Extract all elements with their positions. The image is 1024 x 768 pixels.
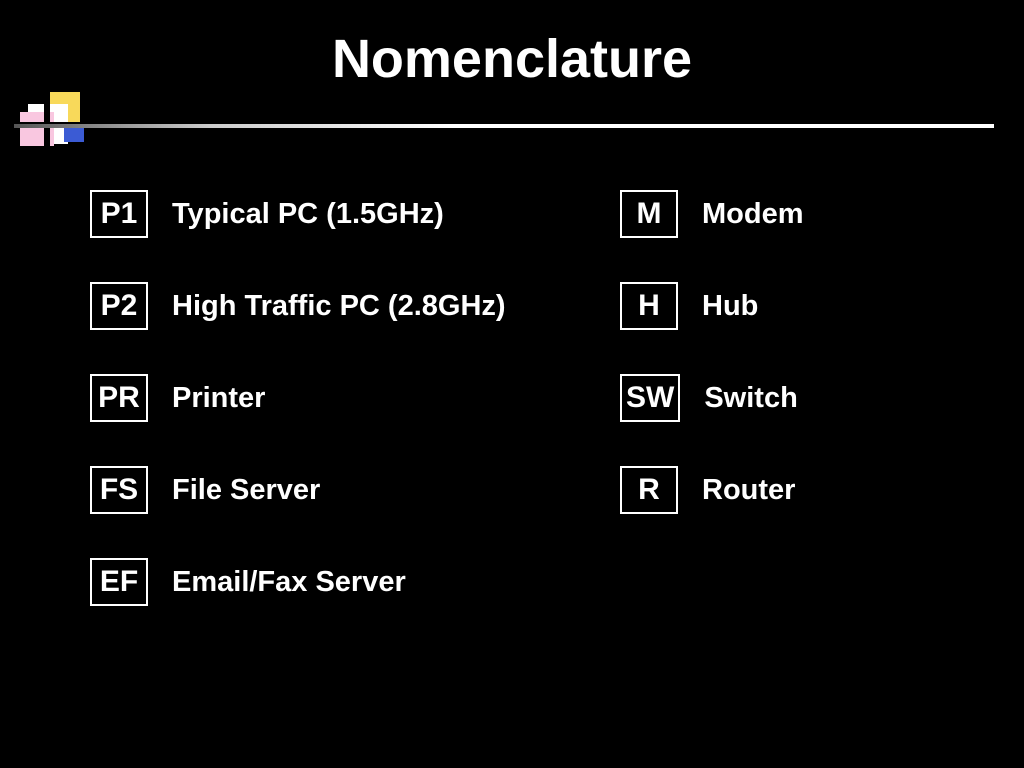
list-item: EF Email/Fax Server — [90, 558, 580, 606]
code-box: R — [620, 466, 678, 514]
code-box: SW — [620, 374, 680, 422]
item-label: Switch — [704, 382, 797, 415]
code-box: P1 — [90, 190, 148, 238]
right-column: M Modem H Hub SW Switch R Router — [620, 190, 964, 606]
code-box: FS — [90, 466, 148, 514]
list-item: R Router — [620, 466, 964, 514]
item-label: High Traffic PC (2.8GHz) — [172, 290, 506, 323]
list-item: P1 Typical PC (1.5GHz) — [90, 190, 580, 238]
title-divider — [14, 124, 994, 128]
list-item: P2 High Traffic PC (2.8GHz) — [90, 282, 580, 330]
code-box: H — [620, 282, 678, 330]
list-item: SW Switch — [620, 374, 964, 422]
item-label: Printer — [172, 382, 265, 415]
item-label: Email/Fax Server — [172, 566, 406, 599]
list-item: PR Printer — [90, 374, 580, 422]
item-label: File Server — [172, 474, 320, 507]
item-label: Typical PC (1.5GHz) — [172, 198, 444, 231]
left-column: P1 Typical PC (1.5GHz) P2 High Traffic P… — [90, 190, 580, 606]
code-box: M — [620, 190, 678, 238]
list-item: H Hub — [620, 282, 964, 330]
item-label: Modem — [702, 198, 804, 231]
nomenclature-table: P1 Typical PC (1.5GHz) P2 High Traffic P… — [90, 190, 964, 606]
code-box: P2 — [90, 282, 148, 330]
item-label: Hub — [702, 290, 758, 323]
code-box: PR — [90, 374, 148, 422]
item-label: Router — [702, 474, 795, 507]
page-title: Nomenclature — [0, 0, 1024, 108]
code-box: EF — [90, 558, 148, 606]
list-item: M Modem — [620, 190, 964, 238]
list-item: FS File Server — [90, 466, 580, 514]
